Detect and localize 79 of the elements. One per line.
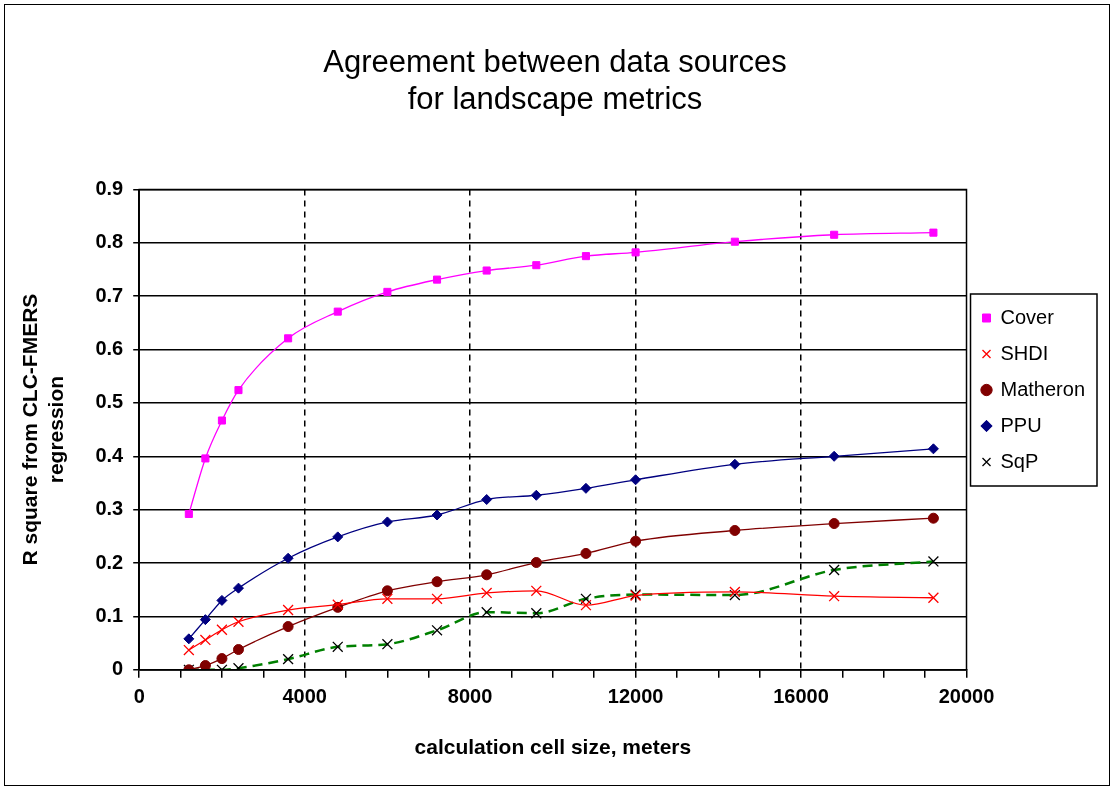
point [199,634,211,646]
point [927,592,940,604]
point [381,516,393,528]
y-tick-label: 0.5 [95,390,124,413]
point [381,593,393,605]
point [333,307,342,316]
x-axis-title: calculation cell size, meters [414,735,692,759]
point [282,552,294,564]
point [216,594,228,606]
legend-label: Cover [1000,305,1055,328]
point [431,593,443,605]
y-tick-label: 0.1 [95,603,124,626]
point [581,252,590,261]
point [530,489,542,501]
x-tick-label: 0 [133,685,145,708]
point [929,228,938,237]
x-tick-label: 4000 [282,685,327,708]
point [433,275,442,284]
point [201,454,210,463]
y-tick-label: 0.4 [95,443,125,466]
point [216,624,228,636]
y-tick-label: 0.7 [95,283,124,306]
y-tick-label: 0.3 [95,497,124,520]
y-tick-label: 0 [112,657,124,680]
point [381,585,393,597]
point [828,590,840,602]
point [530,585,542,597]
point [630,535,642,547]
point [730,237,739,246]
y-tick-label: 0.9 [95,176,124,199]
y-axis-title: R square from CLC-FMERS regression [18,293,67,566]
x-tick-label: 16000 [773,685,829,708]
point [481,494,493,506]
point [729,458,741,470]
point [580,599,592,611]
x-tick-label: 8000 [447,685,493,708]
point [431,509,443,521]
chart-title: Agreement between data sources for landscape metrics [323,44,787,117]
point [383,287,392,296]
point [729,524,741,536]
point [830,230,839,239]
x-tick-label: 20000 [938,685,995,708]
x-tick-label: 12000 [607,685,664,708]
legend-label: SHDI [1000,341,1049,364]
point [284,334,293,343]
point [183,633,195,645]
point [199,660,211,670]
legend-label: Matheron [1000,377,1086,400]
point [927,512,939,524]
point [828,518,840,530]
point [282,604,294,616]
point [232,582,244,594]
point [532,261,541,270]
legend-label: SqP [1000,449,1039,472]
y-tick-label: 0.6 [95,337,124,360]
point [482,266,491,275]
point [631,248,640,257]
point [431,576,443,588]
point [481,569,493,581]
point [199,614,211,626]
point [828,450,840,462]
point [332,531,344,543]
y-tick-label: 0.8 [95,230,124,253]
point [481,587,493,599]
point [580,547,592,559]
point [232,644,244,656]
point [217,416,226,425]
point [216,653,228,665]
point [234,386,243,395]
point [232,616,245,628]
point [630,474,642,486]
point [282,621,294,633]
point [927,443,939,455]
point [183,644,195,656]
legend-label: PPU [1000,413,1042,436]
point [530,557,542,569]
y-tick-label: 0.2 [95,550,124,573]
point [184,509,193,518]
point [580,482,592,494]
